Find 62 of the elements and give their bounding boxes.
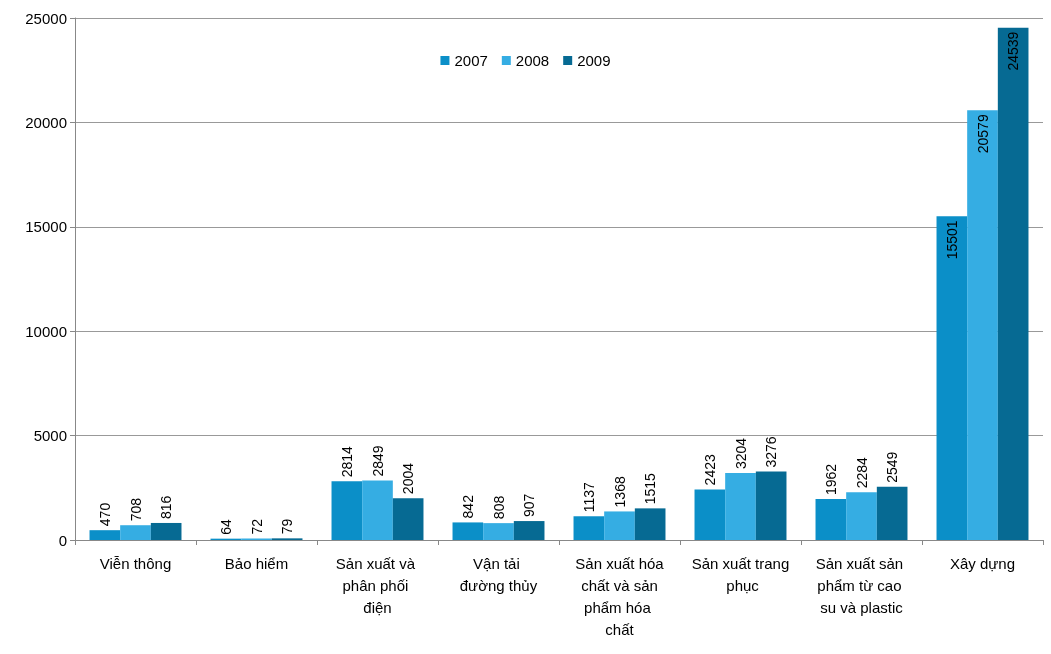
data-label: 79	[279, 518, 296, 535]
data-label: 2814	[338, 445, 355, 478]
data-label: 2849	[369, 445, 386, 477]
bar	[362, 480, 393, 540]
bar	[150, 522, 182, 540]
data-label: 2004	[400, 462, 417, 495]
y-tick-label: 0	[58, 531, 67, 549]
x-tick-label: Sản xuất trang phục	[691, 554, 790, 594]
bar	[331, 481, 363, 540]
bar	[755, 471, 787, 540]
data-label: 907	[521, 493, 538, 518]
data-label: 1515	[642, 473, 659, 505]
x-tick-label: Sản xuất hóa chất và sản phẩm hóa chất	[575, 554, 665, 638]
bar	[936, 216, 968, 540]
x-tick-label: Bảo hiểm	[224, 554, 289, 572]
y-tick-label: 20000	[25, 113, 67, 131]
x-tick-label: Xây dựng	[949, 554, 1016, 572]
x-tick-label: Sản xuất sản phẩm từ cao su và plastic	[815, 554, 908, 616]
data-label: 808	[490, 495, 507, 520]
bar	[815, 499, 847, 540]
y-tick-label: 5000	[33, 427, 67, 445]
bar	[846, 492, 877, 540]
bar	[967, 110, 998, 540]
data-label: 708	[127, 497, 144, 522]
data-label: 1368	[611, 476, 628, 508]
data-label: 20579	[974, 114, 991, 154]
y-tick-label: 10000	[25, 322, 67, 340]
bar	[573, 516, 605, 540]
data-label: 2423	[701, 454, 718, 486]
bar	[694, 489, 726, 540]
data-label: 842	[459, 494, 476, 519]
data-label: 1137	[580, 481, 597, 513]
data-label: 3204	[732, 437, 749, 470]
bar	[513, 521, 545, 540]
data-label: 24539	[1005, 31, 1022, 71]
data-label: 72	[248, 518, 265, 535]
bar	[634, 508, 666, 540]
y-tick-label: 15000	[25, 218, 67, 236]
legend-label: 2007	[454, 52, 488, 69]
data-label: 470	[96, 502, 113, 527]
bar	[483, 523, 514, 540]
data-label: 2284	[853, 456, 870, 489]
data-label: 64	[217, 518, 234, 535]
legend-label: 2009	[577, 52, 611, 69]
data-label: 816	[158, 495, 175, 519]
bar	[604, 511, 635, 540]
bar	[997, 27, 1029, 540]
bar	[392, 498, 424, 540]
data-label: 2549	[884, 451, 901, 483]
data-label: 15501	[943, 220, 960, 260]
legend-label: 2008	[515, 52, 550, 69]
bar	[120, 525, 151, 540]
x-tick-label: Viễn thông	[99, 554, 172, 572]
bar	[725, 473, 756, 540]
x-tick-label: Sản xuất và phân phối điện	[335, 554, 420, 616]
bar	[876, 486, 908, 540]
y-tick-label: 25000	[25, 9, 67, 27]
bar	[89, 530, 121, 540]
data-label: 3276	[763, 436, 780, 468]
x-tick-label: Vận tải đường thủy	[459, 554, 538, 594]
data-label: 1962	[822, 463, 839, 496]
bar	[452, 522, 484, 540]
